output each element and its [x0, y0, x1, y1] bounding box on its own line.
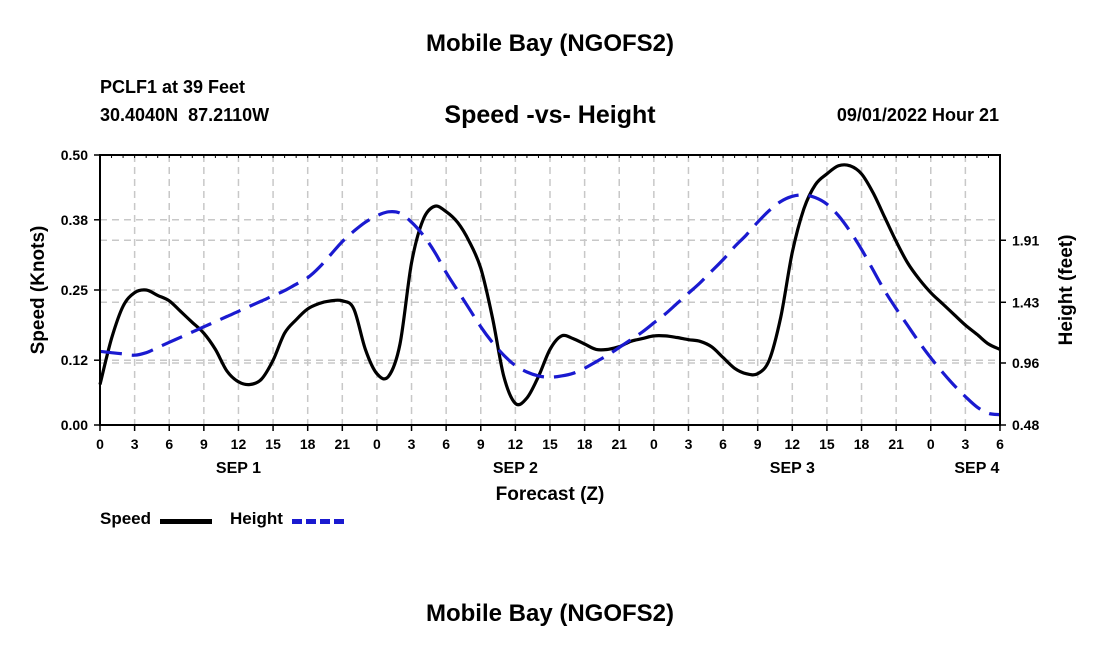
x-tick-label: 6	[165, 436, 173, 452]
x-day-label: SEP 2	[493, 460, 538, 477]
legend-swatch-height	[292, 519, 344, 524]
x-tick-label: 21	[335, 436, 351, 452]
x-tick-label: 3	[685, 436, 693, 452]
forecast-date-label: 09/01/2022 Hour 21	[836, 105, 999, 125]
x-tick-label: 12	[508, 436, 524, 452]
series-line-height	[99, 193, 1001, 417]
chart-main-title: Mobile Bay (NGOFS2)	[425, 30, 675, 57]
x-tick-label: 12	[231, 436, 247, 452]
x-tick-label: 18	[300, 436, 316, 452]
coordinates-label: 30.4040N 87.2110W	[100, 105, 270, 125]
x-tick-label: 9	[754, 436, 762, 452]
x-tick-label: 12	[785, 436, 801, 452]
legend-swatch-speed	[160, 519, 212, 524]
x-tick-label: 3	[961, 436, 969, 452]
x-tick-label: 6	[996, 436, 1004, 452]
y-axis-label-right: Height (feet)	[1056, 235, 1077, 346]
legend-label-height: Height	[230, 509, 283, 528]
x-tick-label: 15	[542, 436, 558, 452]
y-tick-label-left: 0.12	[61, 352, 88, 368]
x-tick-label: 18	[577, 436, 593, 452]
y-tick-label-right: 1.43	[1012, 294, 1039, 310]
series-line-speed	[98, 163, 1001, 407]
x-tick-label: 3	[408, 436, 416, 452]
x-tick-label: 0	[650, 436, 658, 452]
x-tick-label: 0	[927, 436, 935, 452]
x-tick-label: 21	[611, 436, 627, 452]
chart-series	[98, 163, 1001, 417]
x-axis-label: Forecast (Z)	[496, 484, 605, 505]
x-tick-label: 0	[96, 436, 104, 452]
y-tick-label-left: 0.38	[61, 212, 88, 228]
x-tick-label: 9	[200, 436, 208, 452]
y-tick-label-left: 0.00	[61, 417, 88, 433]
y-tick-label-left: 0.25	[61, 282, 88, 298]
x-tick-label: 0	[373, 436, 381, 452]
x-day-label: SEP 1	[216, 460, 261, 477]
x-tick-label: 6	[719, 436, 727, 452]
x-day-label: SEP 3	[770, 460, 815, 477]
x-day-label: SEP 4	[954, 460, 999, 477]
x-tick-label: 15	[819, 436, 835, 452]
x-tick-label: 21	[888, 436, 904, 452]
station-label: PCLF1 at 39 Feet	[100, 77, 246, 97]
y-tick-label-left: 0.50	[61, 147, 88, 163]
x-tick-label: 3	[131, 436, 139, 452]
y-tick-label-right: 0.48	[1012, 417, 1039, 433]
x-tick-label: 15	[265, 436, 281, 452]
x-tick-label: 6	[442, 436, 450, 452]
chart-subtitle: Speed -vs- Height	[444, 101, 656, 129]
chart-grid	[100, 155, 1000, 426]
x-tick-label: 18	[854, 436, 870, 452]
y-tick-label-right: 1.91	[1012, 232, 1039, 248]
x-tick-label: 9	[477, 436, 485, 452]
legend-label-speed: Speed	[100, 509, 152, 528]
y-axis-label-left: Speed (Knots)	[28, 226, 49, 355]
y-tick-label-right: 0.96	[1012, 355, 1039, 371]
chart-main-title-repeat: Mobile Bay (NGOFS2)	[425, 600, 675, 627]
chart-axes: 0 3 6 9 12 15 18 21 0 3 6 9 12 15 18 21 0 3 6 9 12 15 18 21 0 3 6 S…	[61, 147, 1040, 477]
